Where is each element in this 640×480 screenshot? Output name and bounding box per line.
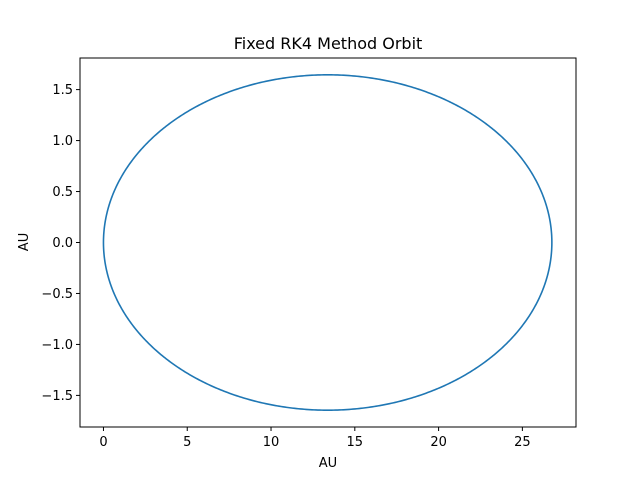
chart-title: Fixed RK4 Method Orbit: [234, 34, 423, 53]
y-tick-label: −0.5: [41, 287, 73, 302]
y-tick-label: −1.0: [41, 338, 73, 353]
x-tick-label: 5: [183, 435, 191, 450]
y-tick-label: 1.0: [52, 134, 73, 149]
y-tick-label: 1.5: [52, 83, 73, 98]
y-tick-label: −1.5: [41, 389, 73, 404]
y-axis-label: AU: [17, 233, 32, 251]
axes-frame: [79, 57, 577, 428]
x-axis: 0 5 10 15 20 25: [99, 427, 531, 450]
x-tick-label: 20: [430, 435, 447, 450]
plot-area: [102, 74, 553, 411]
x-tick-label: 10: [263, 435, 280, 450]
y-tick-label: 0.0: [52, 236, 73, 251]
y-tick-label: 0.5: [52, 185, 73, 200]
y-axis: −1.5 −1.0 −0.5 0.0 0.5 1.0 1.5: [41, 83, 80, 404]
x-tick-label: 0: [99, 435, 107, 450]
x-tick-label: 15: [347, 435, 364, 450]
x-axis-label: AU: [319, 456, 337, 471]
orbit-series-line: [102, 74, 553, 411]
x-tick-label: 25: [514, 435, 531, 450]
